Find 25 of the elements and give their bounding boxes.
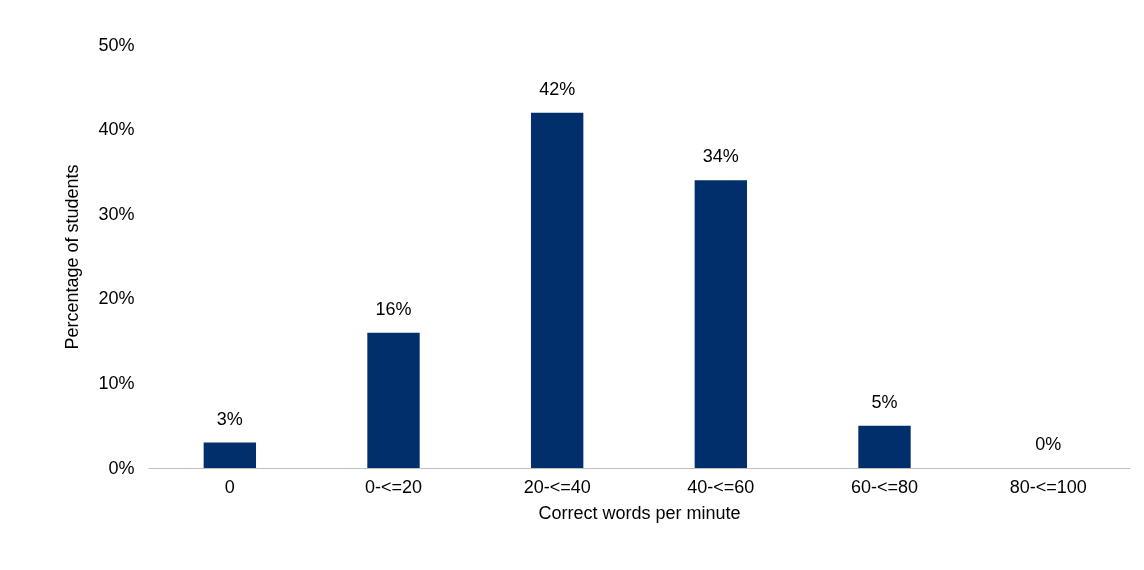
x-tick-label: 40-<=60	[687, 476, 755, 497]
x-tick-label: 20-<=40	[523, 476, 591, 497]
data-label: 16%	[375, 298, 412, 319]
x-tick-label: 60-<=80	[850, 476, 919, 497]
y-axis-title: Percentage of students	[62, 164, 83, 350]
bar	[858, 425, 911, 468]
data-label: 5%	[871, 391, 898, 412]
x-tick-label: 0	[224, 476, 235, 497]
x-axis-title: Correct words per minute	[538, 502, 741, 523]
y-tick-label: 10%	[98, 372, 135, 393]
y-tick-label: 40%	[98, 119, 135, 140]
bar	[203, 442, 257, 468]
y-tick-label: 0%	[108, 457, 135, 478]
y-tick-label: 50%	[98, 34, 135, 55]
data-label: 42%	[539, 78, 576, 99]
y-tick-label: 20%	[98, 288, 135, 309]
data-label: 3%	[216, 408, 243, 429]
data-label: 34%	[702, 146, 739, 167]
bar	[367, 332, 420, 468]
x-tick-label: 0-<=20	[364, 476, 423, 497]
data-label: 0%	[1035, 434, 1062, 454]
y-tick-label: 30%	[98, 203, 135, 224]
x-tick-label: 80-<=100	[1009, 476, 1087, 497]
bar	[530, 112, 584, 468]
bar	[694, 180, 748, 468]
